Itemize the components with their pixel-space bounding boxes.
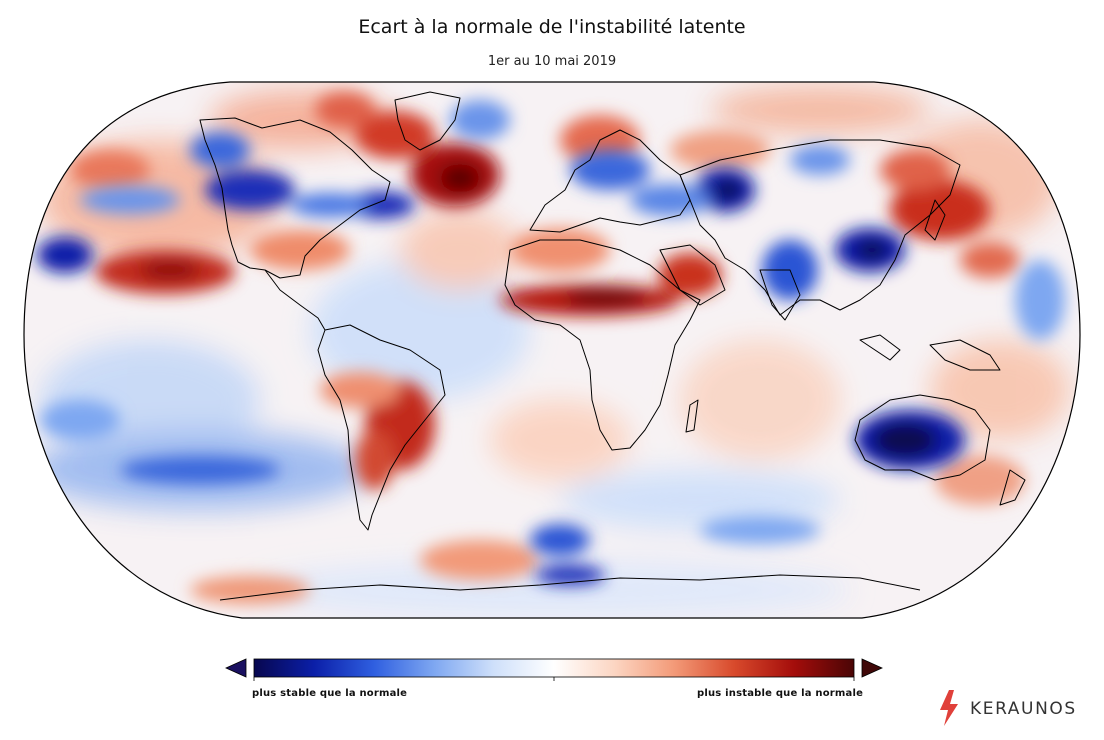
india-coast — [759, 269, 801, 321]
anomaly-stable — [190, 132, 250, 168]
borneo-coast — [859, 334, 901, 361]
field-patch — [490, 400, 630, 480]
anomaly-unstable — [565, 289, 645, 307]
coastlines — [199, 91, 1026, 601]
australia-coast — [854, 394, 991, 481]
field-patch — [710, 86, 930, 134]
anomaly-unstable — [890, 180, 990, 240]
anomaly-field — [24, 82, 1080, 618]
anomaly-stable — [450, 100, 510, 140]
anomaly-unstable — [440, 164, 480, 192]
madagascar-coast — [685, 399, 699, 433]
arabia-coast — [659, 244, 726, 306]
anomaly-unstable — [250, 230, 350, 270]
north-america-coast — [199, 117, 391, 279]
globe-outline — [23, 81, 1081, 619]
anomaly-unstable — [140, 260, 200, 280]
central-america-coast — [264, 269, 326, 331]
anomaly-stable — [570, 150, 650, 190]
keraunos-logo: KERAUNOS — [936, 688, 1096, 728]
south-america-coast — [317, 324, 446, 531]
anomaly-unstable — [670, 130, 770, 170]
new-guinea-coast — [929, 339, 1001, 371]
anomaly-stable — [535, 565, 605, 585]
anomaly-stable — [37, 237, 93, 273]
anomaly-stable — [120, 456, 280, 484]
anomaly-stable — [700, 516, 820, 544]
asia-coast — [679, 139, 961, 316]
anomaly-unstable — [315, 92, 375, 128]
anomaly-unstable — [880, 150, 950, 190]
new-zealand-coast — [999, 469, 1026, 506]
brand-name: KERAUNOS — [970, 699, 1077, 719]
anomaly-stable — [530, 524, 590, 556]
anomaly-stable — [40, 400, 120, 440]
anomaly-stable — [873, 422, 937, 458]
africa-coast — [504, 239, 701, 451]
anomaly-stable — [714, 180, 742, 200]
anomaly-stable — [1015, 260, 1065, 340]
field-patch — [310, 260, 530, 400]
anomaly-stable — [290, 193, 370, 217]
anomaly-stable — [856, 240, 888, 260]
field-patch — [680, 340, 840, 460]
anomaly-stable — [345, 191, 415, 219]
anomaly-unstable — [320, 372, 400, 408]
field-patch — [560, 470, 840, 530]
anomaly-stable — [630, 184, 710, 216]
colorbar-label-stable: plus stable que la normale — [252, 688, 408, 699]
anomaly-stable — [790, 145, 850, 175]
greenland-coast — [394, 91, 461, 151]
field-patch — [930, 340, 1070, 440]
anomaly-unstable — [190, 576, 310, 604]
anomaly-unstable — [420, 540, 540, 580]
anomaly-stable — [205, 170, 295, 210]
field-patch — [250, 560, 850, 618]
map-title: Ecart à la normale de l'instabilité late… — [358, 16, 746, 38]
lightning-bolt-icon — [940, 690, 958, 726]
anomaly-stable — [80, 186, 180, 214]
map-subtitle: 1er au 10 mai 2019 — [487, 54, 617, 69]
anomaly-unstable — [355, 430, 395, 490]
colorbar-label-unstable: plus instable que la normale — [697, 688, 864, 699]
anomaly-unstable — [510, 228, 610, 272]
japan-coast — [924, 199, 946, 241]
antarctica-coast — [219, 574, 921, 601]
anomaly-unstable — [70, 150, 150, 190]
anomaly-unstable — [960, 242, 1020, 278]
anomaly-unstable — [935, 455, 1025, 505]
anomaly-unstable — [658, 253, 722, 297]
field-patch — [400, 210, 520, 290]
